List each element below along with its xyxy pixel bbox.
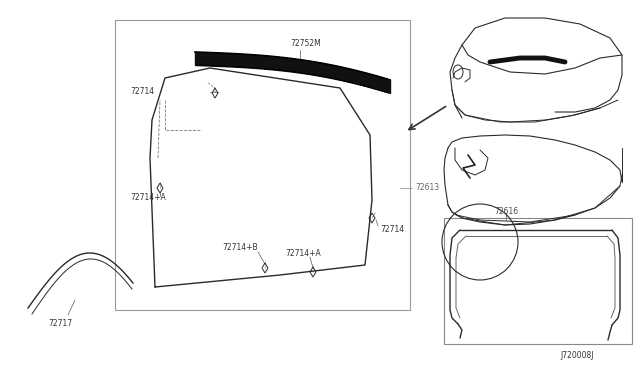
Text: 72714+A: 72714+A bbox=[130, 193, 166, 202]
Text: 72714+A: 72714+A bbox=[285, 248, 321, 257]
Text: 72717: 72717 bbox=[48, 318, 72, 327]
Bar bbox=[444, 218, 632, 344]
Text: J720008J: J720008J bbox=[560, 352, 593, 360]
Bar bbox=[115, 20, 410, 310]
Text: 72752M: 72752M bbox=[290, 39, 321, 48]
Text: 72613: 72613 bbox=[415, 183, 439, 192]
Text: 72714+B: 72714+B bbox=[222, 244, 258, 253]
Text: 72714: 72714 bbox=[380, 225, 404, 234]
Text: 72616: 72616 bbox=[494, 208, 518, 217]
Text: 72714: 72714 bbox=[130, 87, 154, 96]
